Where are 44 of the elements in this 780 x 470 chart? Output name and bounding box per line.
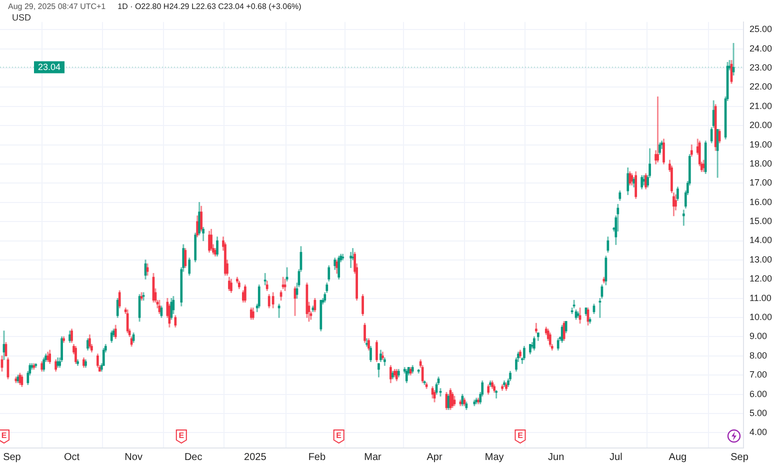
x-tick-label: Jun — [548, 452, 564, 463]
annotation: E — [518, 431, 524, 440]
annotation: E — [178, 431, 185, 440]
candlestick — [656, 96, 659, 162]
y-tick-label: 20.00 — [749, 120, 772, 130]
annotation: E — [336, 431, 342, 440]
x-tick-label: Sep — [730, 452, 749, 463]
y-tick-label: 6.00 — [749, 388, 768, 399]
y-tick-label: 24.00 — [749, 43, 772, 54]
y-tick-label: 14.00 — [749, 235, 772, 246]
y-tick-label: 19.00 — [749, 139, 772, 150]
y-tick-label: 13.00 — [749, 254, 772, 264]
x-tick-label: Nov — [124, 452, 142, 463]
x-tick-label: 2025 — [244, 452, 267, 463]
y-tick-label: 11.00 — [749, 292, 772, 303]
y-tick-label: 10.00 — [749, 312, 772, 322]
y-axis-title: USD — [12, 12, 32, 22]
x-tick-label: Sep — [3, 452, 22, 463]
y-tick-label: 17.00 — [749, 178, 772, 188]
x-tick-label: May — [484, 452, 504, 463]
y-tick-label: 7.00 — [749, 370, 768, 380]
y-tick-label: 4.00 — [749, 427, 768, 438]
x-tick-label: Aug — [668, 452, 687, 463]
y-tick-label: 18.00 — [749, 158, 772, 168]
y-tick-label: 9.00 — [749, 331, 768, 342]
ref-line-label: 23.04 — [38, 62, 61, 72]
x-tick-label: Dec — [184, 452, 202, 463]
x-tick-label: Oct — [64, 452, 80, 463]
y-tick-label: 21.00 — [749, 100, 772, 111]
y-tick-label: 8.00 — [749, 350, 768, 360]
y-tick-label: 16.00 — [749, 196, 772, 207]
chart-subtitle: 1D · O22.80 H24.29 L22.63 C23.04 +0.68 (+3.06%) — [118, 2, 302, 12]
y-tick-label: 12.00 — [749, 274, 772, 284]
x-tick-label: Feb — [308, 452, 326, 463]
y-tick-label: 15.00 — [749, 216, 772, 226]
x-tick-label: Mar — [364, 452, 382, 463]
y-tick-label: 23.00 — [749, 62, 772, 73]
y-tick-label: 5.00 — [749, 408, 768, 418]
x-tick-label: Apr — [426, 452, 443, 463]
y-tick-label: 25.00 — [749, 24, 772, 34]
text: Aug 29, 2025 08:47 UTC+1 — [8, 2, 106, 12]
annotation: E — [1, 431, 8, 440]
x-tick-label: Jul — [610, 452, 622, 463]
y-tick-label: 22.00 — [749, 82, 772, 92]
